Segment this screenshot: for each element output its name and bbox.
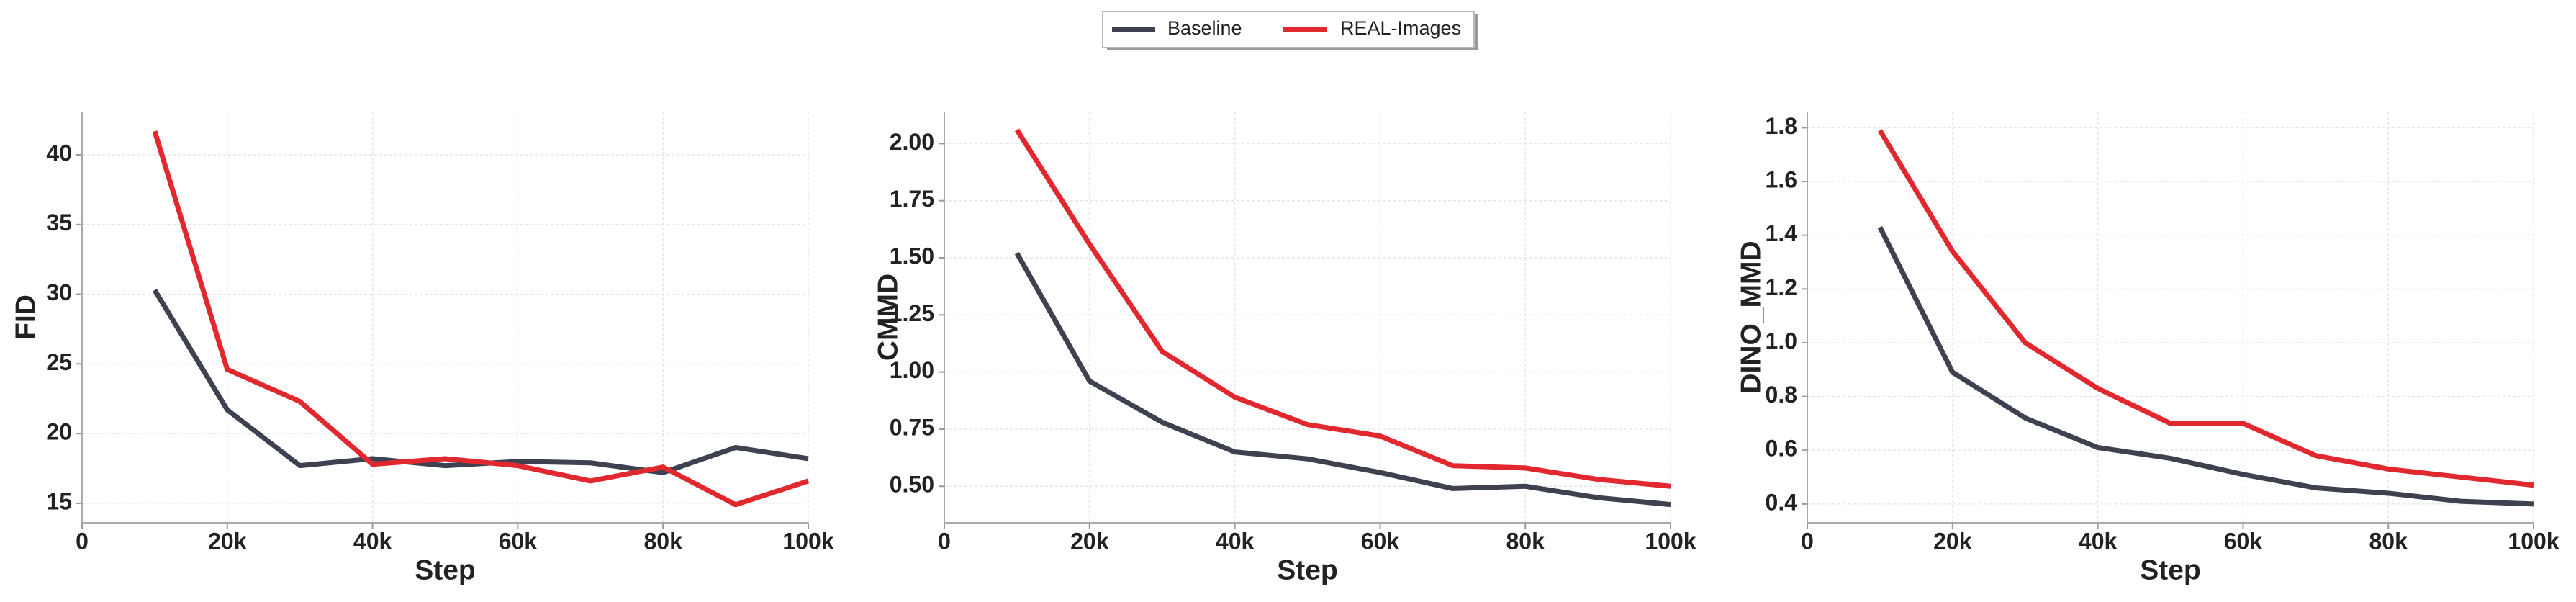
x-tick-label: 0 (938, 528, 951, 554)
y-tick-label: 0.6 (1766, 436, 1797, 462)
x-tick-label: 100k (1645, 528, 1696, 554)
series-line (1877, 225, 2534, 507)
x-tick-label: 20k (208, 528, 247, 554)
x-axis-label: Step (2140, 554, 2201, 585)
x-tick-label: 60k (2224, 528, 2263, 554)
y-tick-label: 1.75 (890, 186, 934, 212)
legend-label: Baseline (1167, 17, 1242, 39)
y-tick-label: 30 (46, 279, 72, 305)
series-line (1014, 128, 1671, 489)
y-axis-label: CMMD (872, 274, 903, 361)
y-tick-label: 1.50 (890, 243, 934, 269)
x-axis-label: Step (1277, 554, 1338, 585)
y-tick-label: 0.8 (1766, 382, 1797, 408)
y-axis-label: FID (10, 295, 41, 340)
x-tick-label: 80k (2369, 528, 2408, 554)
y-tick-label: 0.75 (890, 414, 934, 440)
x-tick-label: 40k (2079, 528, 2118, 554)
x-tick-label: 60k (499, 528, 538, 554)
x-tick-label: 20k (1070, 528, 1109, 554)
x-tick-label: 0 (76, 528, 89, 554)
y-tick-label: 1.00 (890, 357, 934, 383)
x-tick-label: 0 (1801, 528, 1814, 554)
y-tick-label: 1.4 (1766, 220, 1798, 246)
series-line (152, 130, 810, 508)
x-tick-label: 20k (1933, 528, 1972, 554)
x-tick-label: 100k (782, 528, 833, 554)
x-tick-label: 60k (1361, 528, 1400, 554)
y-tick-label: 1.0 (1766, 328, 1797, 354)
y-tick-label: 40 (46, 140, 72, 166)
legend-label: REAL-Images (1340, 17, 1461, 39)
x-tick-label: 80k (1506, 528, 1545, 554)
x-tick-label: 80k (644, 528, 683, 554)
y-tick-label: 25 (46, 349, 72, 375)
y-tick-label: 1.25 (890, 300, 934, 326)
y-tick-label: 20 (46, 419, 72, 445)
x-tick-label: 40k (1216, 528, 1255, 554)
y-tick-label: 35 (46, 210, 72, 235)
y-tick-label: 1.2 (1766, 274, 1797, 300)
y-tick-label: 1.8 (1766, 113, 1797, 139)
y-tick-label: 0.50 (890, 472, 934, 498)
y-tick-label: 15 (46, 488, 72, 514)
x-tick-label: 40k (353, 528, 392, 554)
y-tick-label: 0.4 (1766, 489, 1798, 515)
series-line (1014, 251, 1671, 508)
x-axis-label: Step (415, 554, 476, 585)
y-tick-label: 1.6 (1766, 166, 1797, 192)
y-axis-label: DINO_MMD (1735, 241, 1766, 393)
x-tick-label: 100k (2508, 528, 2559, 554)
series-line (1877, 129, 2534, 488)
y-tick-label: 2.00 (890, 129, 934, 155)
